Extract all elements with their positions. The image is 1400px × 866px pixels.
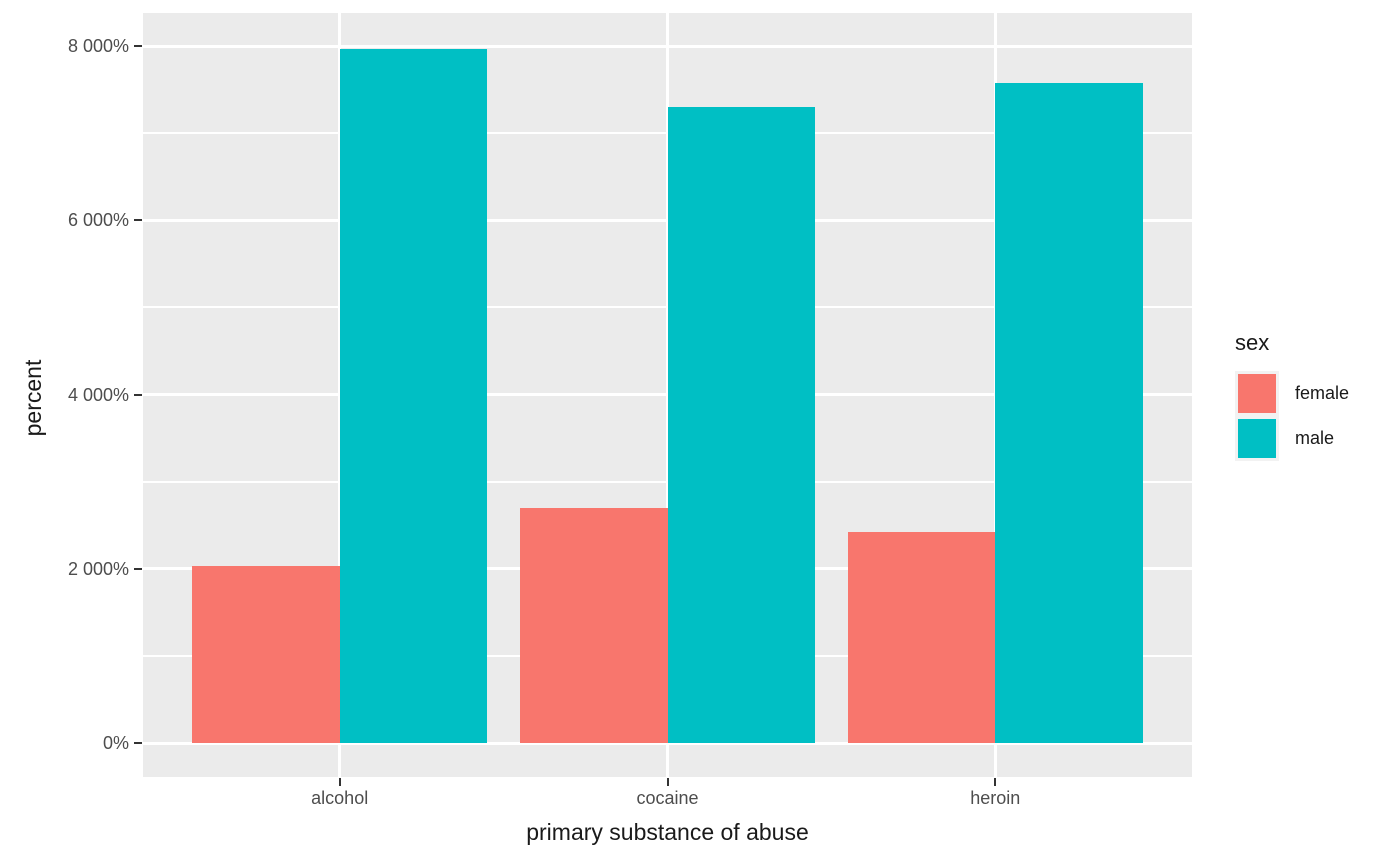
- legend-title: sex: [1235, 330, 1270, 355]
- y-tick-mark: [134, 567, 142, 570]
- y-tick-mark: [134, 393, 142, 396]
- legend-key: [1235, 416, 1279, 461]
- y-tick-mark: [134, 45, 142, 47]
- y-tick-label: 4 000%: [67, 384, 129, 405]
- y-tick-label: 6 000%: [67, 210, 129, 231]
- y-tick-mark: [134, 219, 142, 222]
- x-tick-mark: [994, 778, 997, 786]
- legend-items: female male: [1235, 371, 1395, 461]
- bar-heroin-male: [995, 82, 1143, 743]
- x-tick-label: heroin: [970, 788, 1021, 808]
- legend: sex female male: [1235, 330, 1395, 461]
- bar-cocaine-female: [519, 507, 668, 743]
- bar-cocaine-male: [667, 107, 816, 743]
- legend-item-female: female: [1235, 371, 1395, 416]
- y-tick-mark: [134, 742, 142, 744]
- legend-label: male: [1295, 428, 1335, 448]
- plot-panel: [143, 13, 1192, 777]
- y-tick-label: 8 000%: [67, 36, 129, 56]
- y-tick-label: 0%: [102, 733, 129, 753]
- legend-swatch-male: [1238, 419, 1276, 458]
- x-axis-title: primary substance of abuse: [526, 819, 809, 845]
- legend-label: female: [1295, 383, 1350, 403]
- x-tick-mark: [338, 778, 341, 786]
- legend-key: [1235, 371, 1279, 416]
- x-tick-label: alcohol: [311, 788, 369, 808]
- x-tick-label: cocaine: [636, 788, 699, 808]
- x-tick-mark: [666, 778, 669, 786]
- bar-heroin-female: [847, 532, 996, 743]
- legend-swatch-female: [1238, 374, 1276, 413]
- bar-alcohol-female: [192, 566, 340, 743]
- y-tick-label: 2 000%: [67, 558, 129, 579]
- legend-item-male: male: [1235, 416, 1395, 461]
- bar-alcohol-male: [339, 48, 488, 743]
